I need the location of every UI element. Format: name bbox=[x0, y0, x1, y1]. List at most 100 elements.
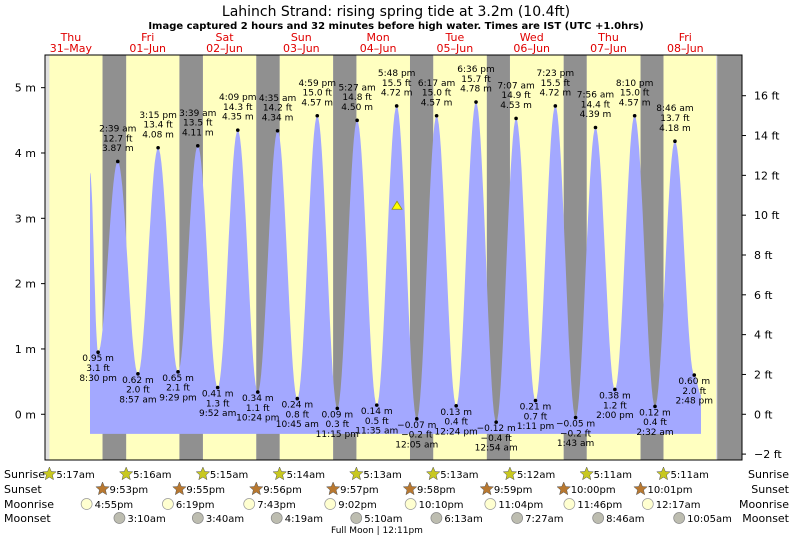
date-label: 31–May bbox=[50, 42, 93, 55]
sunrise-time: 5:17am bbox=[56, 470, 94, 481]
moonrise-time: 4:55pm bbox=[95, 500, 134, 511]
low-tide-label: 1:11 pm bbox=[517, 422, 555, 432]
moonset-time: 8:46am bbox=[606, 514, 644, 525]
moonrise-icon bbox=[324, 498, 337, 510]
high-tide-label: 15.0 ft bbox=[303, 89, 333, 99]
sunrise-icon bbox=[425, 466, 441, 481]
sunset-row-label-left: Sunset bbox=[4, 483, 42, 496]
moonrise-icon bbox=[641, 498, 654, 510]
day-of-week-label: Fri bbox=[679, 31, 692, 44]
low-tide-label: 11:15 pm bbox=[316, 430, 359, 440]
sunset-icon bbox=[402, 481, 418, 496]
full-moon-note: Full Moon | 12:11pm bbox=[331, 526, 423, 536]
high-tide-label: 14.3 ft bbox=[223, 103, 253, 113]
day-of-week-label: Mon bbox=[366, 31, 389, 44]
high-tide-label: 4.35 m bbox=[222, 113, 254, 123]
date-label: 03–Jun bbox=[283, 42, 320, 55]
low-tide-label: 0.38 m bbox=[599, 391, 631, 401]
y-tick-label-ft: 4 ft bbox=[754, 329, 773, 342]
day-of-week-label: Sat bbox=[215, 31, 234, 44]
moonset-row-label-right: Moonset bbox=[742, 512, 789, 525]
sunset-row-label-right: Sunset bbox=[751, 483, 789, 496]
low-tide-label: −0.2 ft bbox=[560, 429, 592, 439]
extreme-point bbox=[573, 415, 578, 420]
date-label: 07–Jun bbox=[590, 42, 627, 55]
sunset-icon bbox=[556, 481, 572, 496]
low-tide-label: −0.12 m bbox=[477, 424, 516, 434]
high-tide-label: 8:10 pm bbox=[616, 79, 654, 89]
high-tide-label: 15.0 ft bbox=[422, 89, 452, 99]
low-tide-label: 12:24 pm bbox=[435, 427, 478, 437]
extreme-point bbox=[96, 350, 100, 355]
moonset-icon bbox=[270, 512, 283, 524]
moonrise-icon bbox=[563, 498, 576, 510]
high-tide-label: 4:09 pm bbox=[219, 93, 257, 103]
moonrise-time: 10:10pm bbox=[419, 500, 464, 511]
high-tide-label: 4.50 m bbox=[341, 103, 373, 113]
moonrise-time: 7:43pm bbox=[257, 500, 296, 511]
low-tide-label: 0.65 m bbox=[162, 374, 194, 384]
date-label: 04–Jun bbox=[360, 42, 397, 55]
low-tide-label: 0.14 m bbox=[361, 407, 393, 417]
low-tide-label: 0.8 ft bbox=[285, 410, 309, 420]
extreme-point bbox=[414, 417, 419, 421]
y-tick-label-ft: 2 ft bbox=[754, 368, 773, 381]
y-tick-label-ft: 12 ft bbox=[754, 169, 780, 182]
low-tide-label: 3.1 ft bbox=[86, 364, 110, 374]
low-tide-label: 8:57 am bbox=[119, 395, 156, 405]
moonset-icon bbox=[191, 512, 204, 524]
high-tide-label: 4.34 m bbox=[262, 113, 294, 123]
low-tide-label: −0.4 ft bbox=[481, 434, 513, 444]
y-tick-label-ft: 0 ft bbox=[754, 408, 773, 421]
extreme-point bbox=[335, 406, 340, 411]
low-tide-label: 1:43 am bbox=[557, 439, 594, 449]
extreme-point bbox=[374, 403, 379, 407]
high-tide-label: 6:17 am bbox=[418, 79, 455, 89]
high-tide-label: 14.2 ft bbox=[263, 104, 293, 114]
moonset-time: 3:10am bbox=[127, 514, 165, 525]
extreme-point bbox=[653, 404, 657, 409]
day-of-week-label: Thu bbox=[60, 31, 82, 44]
date-label: 05–Jun bbox=[437, 42, 474, 55]
low-tide-label: −0.05 m bbox=[556, 420, 595, 430]
low-tide-label: −0.07 m bbox=[397, 421, 436, 431]
y-tick-label-m: 1 m bbox=[15, 343, 36, 356]
high-tide-label: 13.7 ft bbox=[660, 114, 690, 124]
sunrise-icon bbox=[349, 466, 364, 481]
high-tide-label: 4.57 m bbox=[301, 98, 333, 108]
current-tide-marker bbox=[391, 200, 403, 210]
high-tide-label: 15.5 ft bbox=[541, 79, 571, 89]
low-tide-label: 0.12 m bbox=[639, 408, 671, 418]
low-tide-label: 12:05 am bbox=[395, 440, 438, 450]
moonrise-icon bbox=[243, 498, 256, 510]
moonrise-row-label-right: Moonrise bbox=[739, 498, 789, 511]
sunset-time: 9:55pm bbox=[186, 485, 225, 496]
low-tide-label: 0.3 ft bbox=[325, 420, 349, 430]
low-tide-label: 0.13 m bbox=[440, 408, 472, 418]
sunset-icon bbox=[95, 481, 110, 496]
high-tide-label: 13.4 ft bbox=[143, 121, 173, 131]
date-label: 02–Jun bbox=[206, 42, 243, 55]
sunrise-icon bbox=[118, 466, 134, 481]
extreme-point bbox=[315, 113, 320, 118]
sunrise-icon bbox=[579, 466, 594, 481]
sunrise-icon bbox=[195, 466, 211, 481]
moonrise-row-label-left: Moonrise bbox=[4, 498, 54, 511]
extreme-point bbox=[295, 396, 300, 401]
extreme-point bbox=[514, 116, 518, 121]
moonset-icon bbox=[511, 512, 523, 524]
low-tide-label: 1.1 ft bbox=[246, 404, 270, 414]
sunset-icon bbox=[479, 481, 495, 496]
night-band bbox=[717, 55, 742, 460]
extreme-point bbox=[235, 128, 240, 132]
moonrise-time: 11:04pm bbox=[498, 500, 543, 511]
low-tide-label: 11:35 am bbox=[355, 427, 398, 437]
day-of-week-label: Thu bbox=[597, 31, 619, 44]
low-tide-label: 2.0 ft bbox=[682, 387, 706, 397]
high-tide-label: 7:07 am bbox=[497, 81, 534, 91]
high-tide-label: 8:46 am bbox=[656, 104, 693, 114]
sunset-icon bbox=[172, 481, 187, 496]
high-tide-label: 6:36 pm bbox=[457, 65, 495, 75]
sunset-time: 9:59pm bbox=[494, 485, 533, 496]
tide-area bbox=[90, 102, 701, 434]
